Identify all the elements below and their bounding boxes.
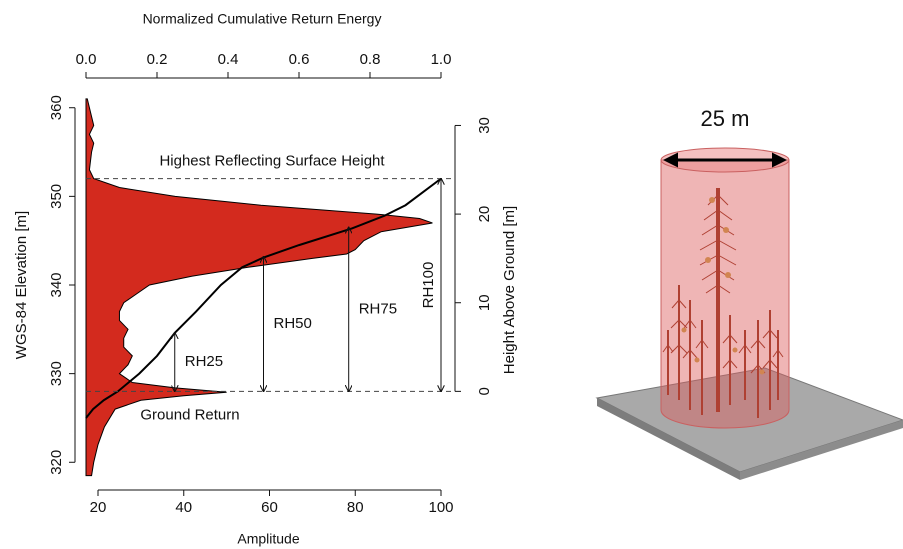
trees — [667, 188, 779, 418]
x2-tick-label: 0.4 — [218, 51, 239, 68]
y2-tick-label: 0 — [476, 387, 493, 395]
y-tick-label: 360 — [48, 95, 65, 120]
cumulative-curve — [85, 177, 442, 419]
x-tick-label: 20 — [90, 499, 107, 516]
y2-tick-label: 10 — [476, 294, 493, 311]
rh-label: RH75 — [359, 300, 397, 317]
cylinder-body — [660, 159, 790, 429]
y-tick-label: 330 — [48, 361, 65, 386]
x2-tick-label: 0.8 — [360, 51, 381, 68]
x2-tick-label: 0.6 — [289, 51, 310, 68]
rh-label: RH50 — [274, 315, 312, 332]
slab-side — [597, 398, 740, 480]
y-tick-label: 320 — [48, 450, 65, 475]
waveform-area — [85, 98, 433, 477]
illustration: 25 m — [595, 106, 903, 480]
y2-tick-label: 20 — [476, 206, 493, 223]
y2-tick-label: 30 — [476, 117, 493, 134]
rh-label: RH25 — [185, 353, 223, 370]
x2-tick-label: 0.2 — [147, 51, 168, 68]
x-tick-label: 80 — [347, 499, 364, 516]
ground-label: Ground Return — [140, 406, 239, 423]
y-tick-label: 350 — [48, 184, 65, 209]
x2-axis-label: Normalized Cumulative Return Energy — [143, 11, 382, 27]
rh-label: RH100 — [420, 262, 437, 309]
diameter-label: 25 m — [701, 106, 750, 131]
y2-axis-label: Height Above Ground [m] — [501, 206, 518, 374]
x-axis-label: Amplitude — [237, 531, 299, 547]
x-tick-label: 100 — [428, 499, 453, 516]
x2-tick-label: 0.0 — [76, 51, 97, 68]
chart: Highest Reflecting Surface Height Ground … — [13, 11, 518, 547]
slab-side — [740, 420, 903, 480]
x2-tick-label: 1.0 — [431, 51, 452, 68]
x-tick-label: 40 — [175, 499, 192, 516]
top-label: Highest Reflecting Surface Height — [159, 153, 385, 170]
x-tick-label: 60 — [261, 499, 278, 516]
y-tick-label: 340 — [48, 272, 65, 297]
y-axis-label: WGS-84 Elevation [m] — [13, 211, 30, 359]
tree-foliage — [681, 197, 765, 375]
